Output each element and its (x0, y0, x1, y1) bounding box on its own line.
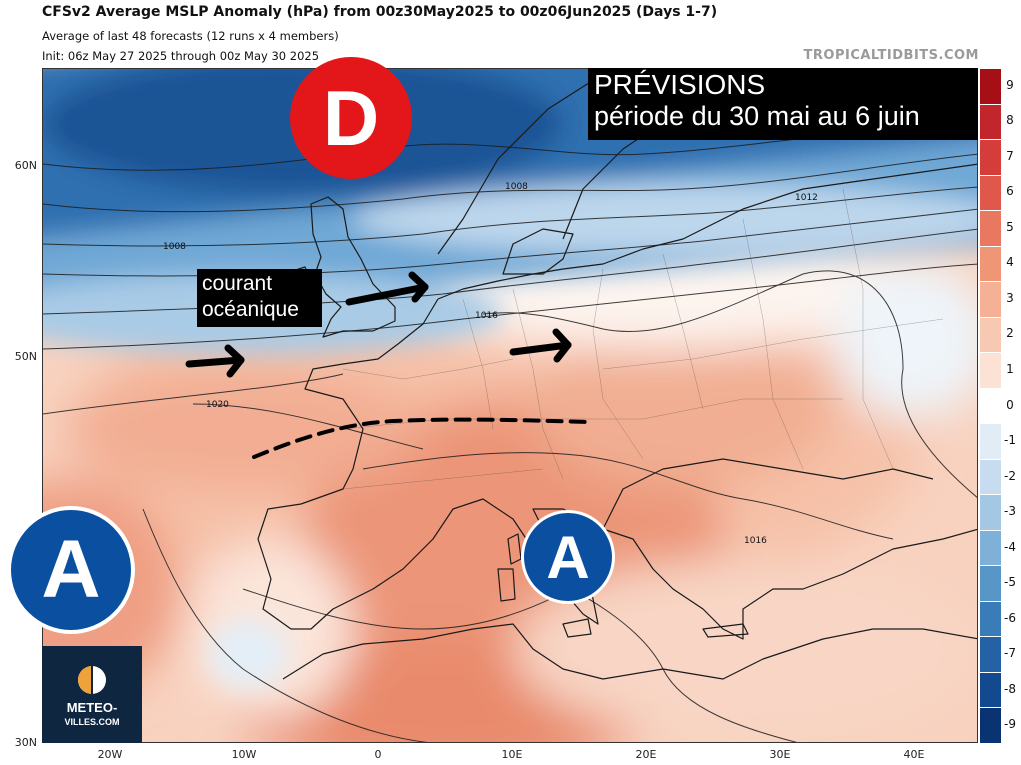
lon-label: 10W (231, 748, 257, 761)
lon-label: 30E (769, 748, 791, 761)
init-line: Init: 06z May 27 2025 through 00z May 30… (42, 49, 320, 63)
low-pressure-badge: D (290, 57, 412, 179)
colorbar-swatch (980, 529, 1001, 566)
map-title: CFSv2 Average MSLP Anomaly (hPa) from 00… (42, 4, 718, 20)
colorbar-label: -4 (1004, 539, 1016, 554)
current-label-line1: courant (202, 272, 273, 295)
current-label: courant océanique (197, 269, 322, 327)
wind-arrow-head (408, 271, 429, 303)
lat-label: 60N (14, 159, 37, 172)
colorbar-swatch (980, 565, 1001, 602)
front-line (252, 417, 590, 459)
colorbar-label: 0 (1006, 397, 1014, 412)
colorbar-swatch (980, 494, 1001, 531)
colorbar-label: 8 (1006, 113, 1014, 128)
isobar-label: 1016 (475, 311, 498, 321)
colorbar-label: 6 (1006, 184, 1014, 199)
colorbar (980, 68, 1001, 744)
lon-label: 0 (374, 748, 382, 761)
current-label-line2: océanique (202, 298, 299, 321)
forecast-banner: PRÉVISIONS période du 30 mai au 6 juin (588, 68, 978, 140)
colorbar-label: -9 (1004, 717, 1016, 732)
high-pressure-badge-mediterranean: A (521, 510, 615, 604)
meteo-villes-logo: METEO- VILLES.COM (42, 646, 142, 743)
isobar-label: 1008 (505, 182, 528, 192)
colorbar-label: 5 (1006, 219, 1014, 234)
colorbar-label: 9 (1006, 77, 1014, 92)
lat-label: 50N (14, 350, 37, 363)
colorbar-swatch (980, 387, 1001, 424)
colorbar-swatch (980, 210, 1001, 247)
colorbar-swatch (980, 671, 1001, 708)
wind-arrow-head (224, 344, 245, 378)
colorbar-swatch (980, 139, 1001, 176)
isobar-label: 1020 (206, 400, 229, 410)
isobar-label: 1016 (744, 536, 767, 546)
colorbar-label: -5 (1004, 575, 1016, 590)
source-credit: TROPICALTIDBITS.COM (803, 48, 979, 63)
colorbar-label: -6 (1004, 610, 1016, 625)
map-subtitle: Average of last 48 forecasts (12 runs x … (42, 29, 339, 43)
colorbar-swatch (980, 423, 1001, 460)
colorbar-swatch (980, 316, 1001, 353)
colorbar-swatch (980, 600, 1001, 637)
lon-label: 40E (903, 748, 925, 761)
lat-label: 30N (14, 736, 37, 749)
colorbar-label: 4 (1006, 255, 1014, 270)
isobar-label: 1012 (795, 193, 818, 203)
colorbar-label: -8 (1004, 681, 1016, 696)
annotation-layer (185, 271, 590, 459)
high-pressure-badge-atlantic: A (7, 506, 135, 634)
colorbar-label: -2 (1004, 468, 1016, 483)
logo-name: METEO- (66, 700, 118, 715)
colorbar-swatch (980, 68, 1001, 105)
colorbar-label: -3 (1004, 504, 1016, 519)
colorbar-label: 2 (1006, 326, 1014, 341)
wind-arrow-head (552, 328, 572, 363)
isobar-label: 1008 (163, 242, 186, 252)
colorbar-label: 1 (1006, 361, 1014, 376)
map-canvas: 1008 1008 1012 1016 1020 1016 (43, 69, 977, 742)
colorbar-label: -7 (1004, 646, 1016, 661)
logo-domain: VILLES.COM (64, 717, 120, 727)
forecast-period: période du 30 mai au 6 juin (594, 101, 920, 131)
wind-arrow (509, 341, 572, 356)
lon-label: 20E (635, 748, 657, 761)
forecast-title: PRÉVISIONS (594, 69, 766, 100)
colorbar-swatch (980, 352, 1001, 389)
colorbar-swatch (980, 245, 1001, 282)
lon-label: 10E (501, 748, 523, 761)
colorbar-swatch (980, 281, 1001, 318)
colorbar-swatch (980, 707, 1001, 744)
anomaly-map: 1008 1008 1012 1016 1020 1016 (42, 68, 978, 743)
lon-label: 20W (97, 748, 123, 761)
wind-arrow (185, 356, 245, 368)
wind-arrow (345, 283, 429, 306)
colorbar-label: 3 (1006, 290, 1014, 305)
colorbar-swatch (980, 103, 1001, 140)
colorbar-swatch (980, 458, 1001, 495)
colorbar-label: 7 (1006, 148, 1014, 163)
colorbar-label: -1 (1004, 433, 1016, 448)
colorbar-swatch (980, 174, 1001, 211)
half-moon-icon (78, 666, 106, 694)
colorbar-swatch (980, 636, 1001, 673)
